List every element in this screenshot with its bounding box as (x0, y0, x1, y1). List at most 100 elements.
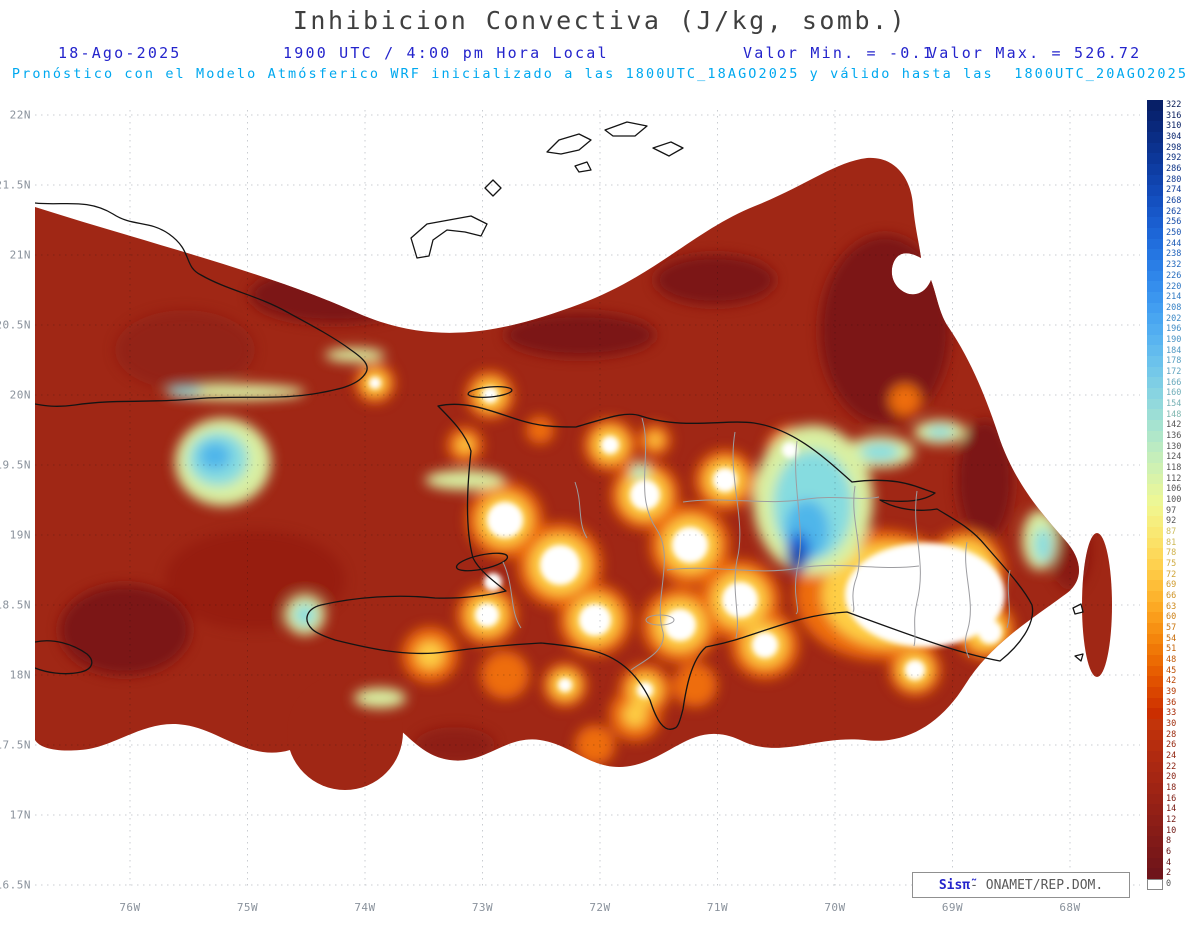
colorbar-label: 16 (1166, 793, 1177, 804)
colorbar-swatch (1147, 484, 1163, 495)
colorbar-label: 20 (1166, 772, 1177, 783)
colorbar-label: 196 (1166, 324, 1182, 335)
colorbar-label: 154 (1166, 398, 1182, 409)
colorbar-label: 4 (1166, 857, 1172, 868)
lon-tick-label: 72W (589, 901, 611, 914)
colorbar-row: 148 (1147, 409, 1199, 421)
colorbar-swatch (1147, 185, 1163, 197)
colorbar-row: 310 (1147, 121, 1199, 133)
colorbar-swatch (1147, 345, 1163, 357)
colorbar-row: 214 (1147, 292, 1199, 303)
colorbar-label: 208 (1166, 302, 1182, 313)
colorbar-swatch (1147, 815, 1163, 826)
colorbar-label: 87 (1166, 526, 1177, 537)
colorbar-row: 39 (1147, 686, 1199, 698)
colorbar-label: 8 (1166, 836, 1172, 847)
colorbar-row: 322 (1147, 100, 1199, 111)
cin-field (35, 157, 1112, 790)
colorbar-label: 97 (1166, 505, 1177, 516)
colorbar-swatch (1147, 462, 1163, 474)
colorbar-row: 4 (1147, 857, 1199, 869)
colorbar-swatch (1147, 847, 1163, 858)
colorbar-label: 184 (1166, 345, 1182, 356)
colorbar-swatch (1147, 100, 1163, 111)
lon-tick-label: 75W (236, 901, 259, 914)
colorbar-label: 75 (1166, 558, 1177, 569)
branding-org-label: - ONAMET/REP.DOM. (970, 877, 1104, 893)
lon-tick-label: 70W (824, 901, 846, 914)
colorbar-swatch (1147, 857, 1163, 869)
colorbar-label: 54 (1166, 633, 1177, 644)
colorbar-label: 72 (1166, 569, 1177, 580)
lon-tick-label: 74W (354, 901, 376, 914)
colorbar-swatch (1147, 430, 1163, 442)
colorbar-swatch (1147, 420, 1163, 431)
colorbar-label: 6 (1166, 847, 1172, 858)
colorbar-swatch (1147, 494, 1163, 506)
colorbar-swatch (1147, 665, 1163, 677)
map-canvas (35, 110, 1140, 890)
colorbar-swatch (1147, 324, 1163, 335)
colorbar-row: 60 (1147, 612, 1199, 623)
colorbar-label: 69 (1166, 580, 1177, 591)
colorbar-swatch (1147, 441, 1163, 453)
colorbar-row: 14 (1147, 804, 1199, 816)
colorbar-swatch (1147, 772, 1163, 783)
colorbar-swatch (1147, 249, 1163, 261)
time-label: 1900 UTC / 4:00 pm Hora Local (283, 44, 609, 62)
colorbar-label: 178 (1166, 356, 1182, 367)
colorbar-swatch (1147, 260, 1163, 271)
colorbar-label: 214 (1166, 292, 1182, 303)
lat-tick-label: 22N (9, 108, 31, 122)
colorbar-label: 232 (1166, 260, 1182, 271)
colorbar-row: 16 (1147, 793, 1199, 805)
colorbar-swatch (1147, 206, 1163, 218)
colorbar-swatch (1147, 526, 1163, 538)
colorbar-row: 2 (1147, 868, 1199, 880)
colorbar-row: 292 (1147, 153, 1199, 165)
jamaica-coastline (35, 640, 93, 675)
colorbar-swatch (1147, 622, 1163, 634)
colorbar-swatch (1147, 654, 1163, 666)
colorbar-label: 106 (1166, 484, 1182, 495)
colorbar-row: 280 (1147, 174, 1199, 186)
lon-tick-label: 69W (941, 901, 964, 914)
lat-tick-label: 21N (9, 248, 31, 262)
colorbar-row: 22 (1147, 761, 1199, 773)
colorbar-label: 238 (1166, 249, 1182, 260)
colorbar-swatch (1147, 825, 1163, 837)
colorbar-row: 268 (1147, 196, 1199, 207)
colorbar-row: 10 (1147, 825, 1199, 837)
colorbar-row: 18 (1147, 783, 1199, 794)
colorbar-swatch (1147, 697, 1163, 709)
colorbar-label: 316 (1166, 110, 1182, 121)
haiti-dr-border (630, 417, 665, 671)
colorbar-label: 78 (1166, 548, 1177, 559)
colorbar-row: 81 (1147, 537, 1199, 549)
colorbar-swatch (1147, 356, 1163, 367)
colorbar-row: 190 (1147, 334, 1199, 346)
colorbar-row: 24 (1147, 750, 1199, 762)
colorbar-row: 172 (1147, 366, 1199, 378)
colorbar-row: 142 (1147, 420, 1199, 431)
min-value-label: Valor Min. = -0.1 (743, 44, 934, 62)
colorbar: 322 316 310 304 298 292 286 280 274 268 262 256 250 2… (1147, 100, 1199, 890)
lat-tick-label: 17N (9, 808, 31, 822)
colorbar-label: 226 (1166, 270, 1182, 281)
colorbar-label: 322 (1166, 100, 1182, 111)
colorbar-swatch (1147, 761, 1163, 773)
colorbar-row: 72 (1147, 569, 1199, 581)
colorbar-row: 45 (1147, 665, 1199, 677)
max-value-label: Valor Max. = 526.72 (928, 44, 1142, 62)
colorbar-row: 154 (1147, 398, 1199, 410)
colorbar-swatch (1147, 164, 1163, 175)
colorbar-row: 30 (1147, 718, 1199, 730)
colorbar-label: 42 (1166, 676, 1177, 687)
tortue-island (467, 386, 513, 398)
colorbar-row: 51 (1147, 644, 1199, 655)
colorbar-label: 12 (1166, 815, 1177, 826)
date-label: 18-Ago-2025 (58, 44, 182, 62)
colorbar-row: 6 (1147, 847, 1199, 858)
colorbar-label: 48 (1166, 655, 1177, 666)
colorbar-swatch (1147, 750, 1163, 762)
